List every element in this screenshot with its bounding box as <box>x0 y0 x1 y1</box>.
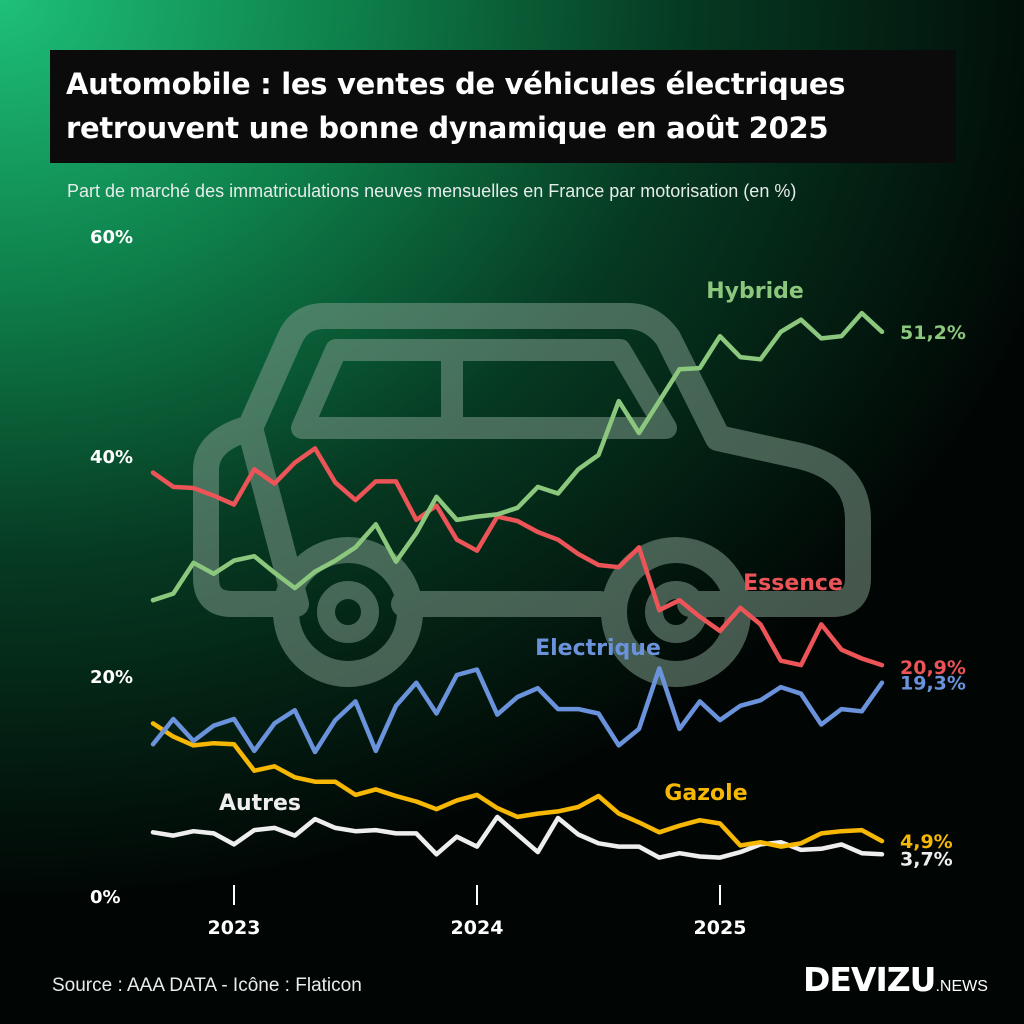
end-value-electrique: 19,3% <box>900 673 966 695</box>
source-note: Source : AAA DATA - Icône : Flaticon <box>52 975 362 996</box>
series-name-gazole: Gazole <box>664 781 747 806</box>
series-line-gazole <box>150 721 885 849</box>
end-value-gazole: 4,9% <box>900 831 953 853</box>
y-tick-label: 60% <box>90 227 133 248</box>
chart-subtitle: Part de marché des immatriculations neuv… <box>67 181 797 201</box>
brand-suffix: .NEWS <box>935 978 988 995</box>
y-axis: 0% 20% 40% 60% <box>90 227 133 908</box>
series-line-electrique <box>150 666 885 755</box>
title-box: Automobile : les ventes de véhicules éle… <box>50 50 956 163</box>
y-tick-label: 40% <box>90 447 133 468</box>
brand-logo: DEVIZU.NEWS <box>803 960 988 999</box>
x-tick-label: 2025 <box>694 917 747 939</box>
chart-title-line-2: retrouvent une bonne dynamique en août 2… <box>66 111 829 145</box>
series-name-electrique: Electrique <box>535 636 661 661</box>
end-value-essence: 20,9% <box>900 657 966 679</box>
x-axis: 2023 2024 2025 <box>208 885 747 939</box>
car-icon-wheel-front-hub <box>645 581 707 643</box>
y-tick-label: 0% <box>90 887 121 908</box>
series-line-autres <box>150 814 885 860</box>
x-tick-label: 2023 <box>208 917 261 939</box>
car-icon-wheel-rear-hub <box>317 581 379 643</box>
series-name-hybride: Hybride <box>706 279 804 304</box>
end-value-hybride: 51,2% <box>900 322 966 344</box>
series-line-essence <box>150 446 885 668</box>
y-tick-label: 20% <box>90 667 133 688</box>
car-icon-window <box>291 339 677 439</box>
x-tick-label: 2024 <box>451 917 504 939</box>
car-icon-body <box>193 303 871 617</box>
series-name-autres: Autres <box>219 791 301 816</box>
chart-title-line-1: Automobile : les ventes de véhicules éle… <box>66 67 846 101</box>
end-value-autres: 3,7% <box>900 848 953 870</box>
brand-name: DEVIZU <box>803 960 936 999</box>
series-name-essence: Essence <box>743 571 843 596</box>
series-line-hybride <box>150 310 885 603</box>
series-labels: Hybride 51,2% Essence 20,9% Electrique 19,3% G… <box>219 279 966 870</box>
series-lines <box>150 310 885 860</box>
